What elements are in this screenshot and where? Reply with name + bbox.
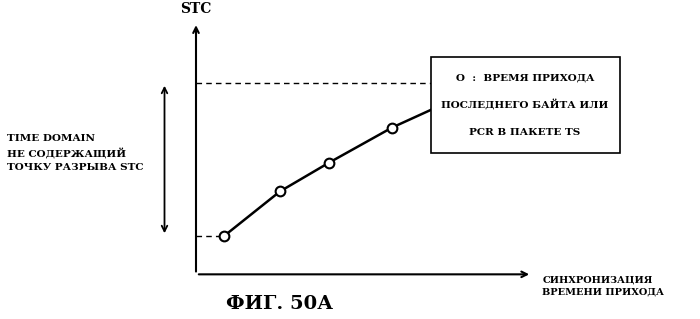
- Text: СИНХРОНИЗАЦИЯ
ВРЕМЕНИ ПРИХОДА: СИНХРОНИЗАЦИЯ ВРЕМЕНИ ПРИХОДА: [542, 276, 664, 296]
- Text: PCR В ПАКЕТЕ TS: PCR В ПАКЕТЕ TS: [470, 128, 580, 137]
- Text: ФИГ. 50А: ФИГ. 50А: [226, 295, 334, 313]
- Text: ПОСЛЕДНЕГО БАЙТА ИЛИ: ПОСЛЕДНЕГО БАЙТА ИЛИ: [441, 100, 609, 111]
- Text: TIME DOMAIN
НЕ СОДЕРЖАЩИЙ
ТОЧКУ РАЗРЫВА STC: TIME DOMAIN НЕ СОДЕРЖАЩИЙ ТОЧКУ РАЗРЫВА …: [7, 134, 143, 173]
- FancyBboxPatch shape: [430, 57, 620, 153]
- Text: STC: STC: [181, 2, 211, 16]
- Text: О  :  ВРЕМЯ ПРИХОДА: О : ВРЕМЯ ПРИХОДА: [456, 74, 594, 83]
